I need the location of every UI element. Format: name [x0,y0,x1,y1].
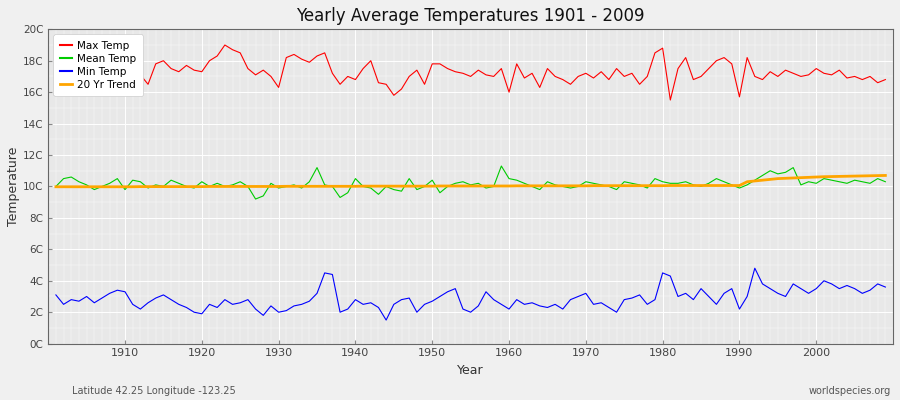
Legend: Max Temp, Mean Temp, Min Temp, 20 Yr Trend: Max Temp, Mean Temp, Min Temp, 20 Yr Tre… [53,34,143,96]
X-axis label: Year: Year [457,364,484,377]
Y-axis label: Temperature: Temperature [7,147,20,226]
Text: Latitude 42.25 Longitude -123.25: Latitude 42.25 Longitude -123.25 [72,386,236,396]
Text: worldspecies.org: worldspecies.org [809,386,891,396]
Title: Yearly Average Temperatures 1901 - 2009: Yearly Average Temperatures 1901 - 2009 [296,7,645,25]
